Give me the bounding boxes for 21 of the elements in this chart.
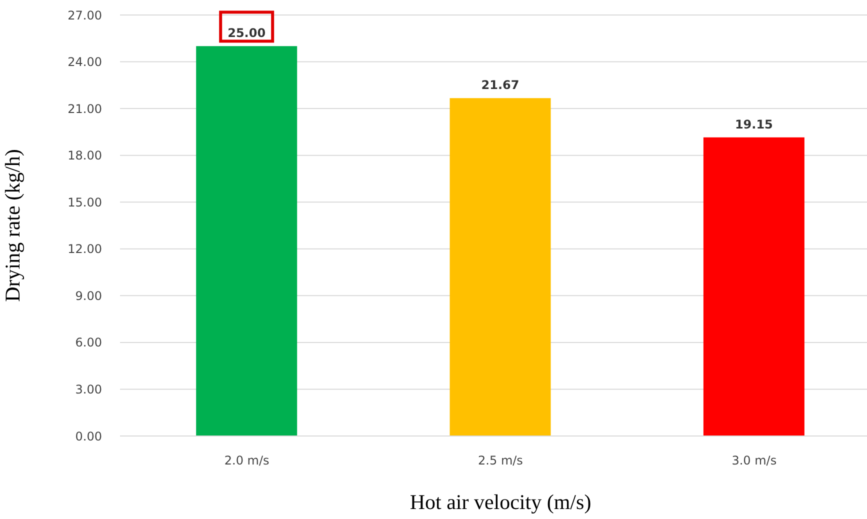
bar	[196, 46, 298, 436]
data-label: 25.00	[228, 26, 266, 40]
y-tick-label: 15.00	[68, 195, 102, 210]
x-tick-label: 2.5 m/s	[478, 454, 523, 468]
y-tick-label: 24.00	[68, 55, 102, 70]
y-tick-label: 12.00	[68, 242, 102, 256]
x-axis-title: Hot air velocity (m/s)	[410, 490, 592, 514]
x-tick-label: 3.0 m/s	[732, 454, 777, 468]
data-label: 21.67	[481, 78, 520, 92]
data-label: 19.15	[734, 117, 773, 132]
bar	[703, 137, 804, 436]
y-tick-label: 27.00	[68, 8, 102, 22]
y-tick-label: 6.00	[75, 336, 102, 350]
x-tick-label: 2.0 m/s	[224, 454, 270, 468]
y-tick-label: 0.00	[75, 429, 102, 444]
y-tick-label: 3.00	[75, 382, 102, 396]
y-axis-title: Drying rate (kg/h)	[0, 149, 24, 302]
y-tick-label: 18.00	[68, 148, 102, 163]
y-tick-label: 21.00	[68, 102, 102, 116]
y-tick-label: 9.00	[75, 288, 102, 303]
bar	[450, 98, 551, 436]
